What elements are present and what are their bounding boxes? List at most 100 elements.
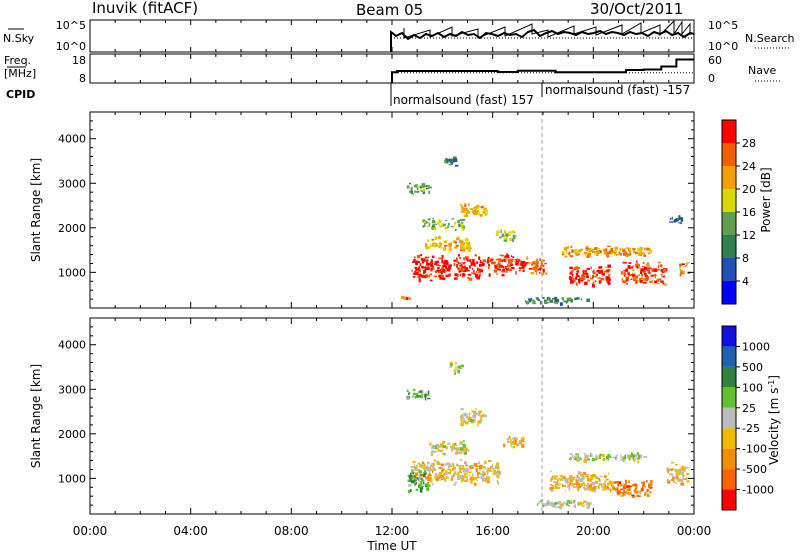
data-cell — [427, 473, 431, 476]
data-cell — [478, 410, 481, 414]
data-cell — [476, 261, 479, 264]
data-cell — [574, 252, 578, 255]
data-cell — [506, 235, 509, 237]
data-cell — [559, 483, 562, 485]
data-cell — [636, 453, 639, 456]
data-cell — [626, 282, 628, 285]
data-cell — [443, 468, 445, 471]
data-cell — [576, 475, 579, 478]
data-cell — [464, 461, 467, 464]
data-cell — [520, 440, 525, 443]
colorbar-segment — [722, 428, 736, 449]
data-cell — [615, 456, 618, 459]
data-cell — [437, 244, 440, 247]
data-cell — [598, 480, 601, 482]
data-cell — [411, 475, 415, 478]
data-cell — [410, 472, 412, 476]
data-cell — [591, 481, 595, 486]
data-cell — [438, 274, 442, 278]
data-cell — [560, 504, 563, 507]
data-cell — [431, 444, 435, 449]
data-cell — [443, 264, 447, 267]
nsky-label: N.Sky — [3, 32, 35, 45]
data-cell — [636, 457, 641, 460]
data-cell — [494, 264, 498, 269]
data-cell — [686, 262, 688, 266]
data-cell — [621, 278, 624, 282]
data-cell — [426, 487, 429, 491]
data-cell — [592, 270, 594, 273]
data-cell — [471, 259, 475, 261]
data-cell — [466, 238, 469, 241]
data-cell — [435, 443, 439, 446]
data-cell — [408, 392, 411, 394]
data-cell — [475, 271, 478, 274]
data-cell — [542, 504, 545, 507]
data-cell — [577, 471, 581, 475]
data-cell — [626, 454, 630, 459]
data-cell — [434, 223, 438, 225]
data-cell — [457, 476, 459, 478]
data-cell — [577, 502, 579, 505]
data-cell — [481, 269, 484, 273]
data-cell — [622, 459, 625, 462]
data-cell — [632, 456, 635, 460]
data-cell — [436, 477, 439, 481]
data-cell — [562, 250, 565, 254]
data-cell — [496, 264, 499, 268]
data-cell — [434, 472, 438, 476]
data-cell — [424, 275, 427, 279]
data-cell — [624, 454, 626, 458]
data-cell — [653, 268, 657, 272]
data-cell — [498, 258, 502, 260]
data-cell — [414, 270, 416, 273]
data-cell — [416, 188, 419, 191]
data-cell — [576, 275, 580, 277]
data-cell — [470, 208, 474, 211]
data-cell — [410, 465, 413, 469]
data-cell — [550, 484, 552, 486]
data-cell — [563, 501, 565, 505]
data-cell — [463, 265, 466, 268]
data-cell — [411, 477, 414, 480]
data-cell — [528, 298, 531, 300]
data-cell — [476, 210, 479, 213]
data-cell — [609, 489, 612, 493]
data-cell — [406, 389, 409, 393]
data-cell — [684, 265, 687, 267]
time-tick-label: 08:00 — [274, 524, 309, 538]
data-cell — [583, 458, 587, 461]
data-cell — [603, 475, 608, 478]
data-cell — [415, 185, 418, 188]
data-cell — [634, 487, 637, 490]
data-cell — [456, 478, 460, 480]
data-cell — [590, 484, 592, 488]
data-cell — [534, 266, 537, 269]
data-cell — [459, 474, 463, 479]
data-cell — [510, 255, 513, 257]
data-cell — [542, 297, 545, 299]
data-cell — [457, 365, 461, 369]
data-cell — [633, 458, 636, 461]
data-cell — [520, 263, 524, 266]
data-cell — [576, 297, 579, 300]
data-cell — [568, 251, 571, 256]
data-cell — [483, 414, 487, 418]
data-cell — [575, 272, 579, 277]
data-cell — [462, 477, 465, 481]
data-cell — [515, 271, 517, 275]
data-cell — [647, 277, 650, 279]
data-cell — [484, 213, 488, 216]
data-cell — [433, 220, 436, 223]
data-cell — [511, 267, 515, 270]
data-cell — [448, 465, 452, 467]
data-cell — [495, 465, 497, 469]
data-cell — [415, 467, 418, 469]
data-cell — [619, 247, 622, 251]
data-cell — [553, 477, 557, 480]
data-cell — [497, 466, 500, 470]
data-cell — [571, 274, 574, 277]
data-cell — [441, 468, 444, 472]
data-cell — [512, 235, 517, 238]
data-cell — [566, 500, 570, 502]
